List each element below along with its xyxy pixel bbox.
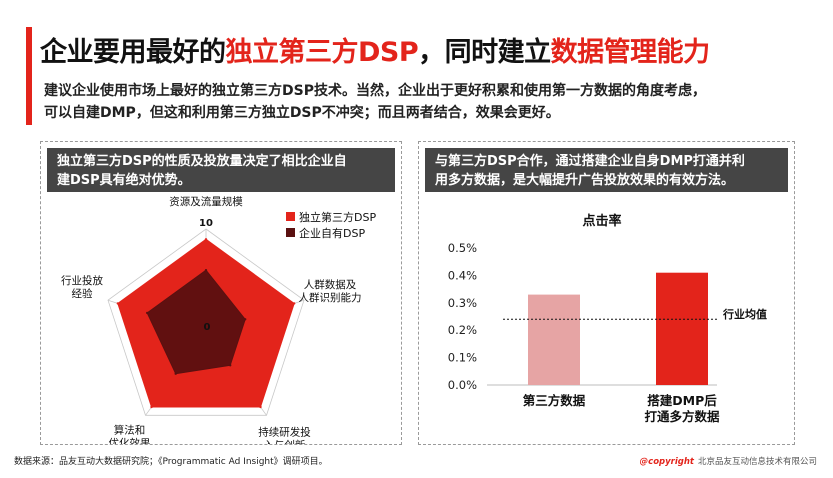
bar-chart: 点击率 0.0% 0.1% 0.2% 0.3% 0.4% 0.5% 第三方数据 搭建DMP后打通… xyxy=(448,213,767,424)
bar-chart-title: 点击率 xyxy=(582,213,621,229)
radar-heading-line-2: 建DSP具有绝对优势。 xyxy=(57,173,191,188)
radar-series-vertex xyxy=(204,269,208,272)
bar-y-tick-label: 0.3% xyxy=(448,296,477,310)
bar-y-tick-label: 0.1% xyxy=(448,351,477,365)
radar-axis-label: 人群识别能力 xyxy=(299,291,362,304)
radar-axis-label: 经验 xyxy=(72,287,93,300)
bar-y-tick-label: 0.5% xyxy=(448,241,477,255)
radar-scale-max-label: 10 xyxy=(199,218,213,229)
radar-scale-min-label: 0 xyxy=(204,322,211,333)
title-part-4: 数据管理能力 xyxy=(550,37,711,68)
bar-y-tick-label: 0.4% xyxy=(448,268,477,282)
radar-legend-label: 企业自有DSP xyxy=(299,226,365,240)
bar-heading-line-2: 用多方数据，是大幅提升广告投放效果的有效方法。 xyxy=(435,173,735,188)
subtitle-line-1: 建议企业使用市场上最好的独立第三方DSP技术。当然，企业出于更好积累和使用第一方… xyxy=(44,83,706,99)
subtitle-line-2: 可以自建DMP，但这和利用第三方独立DSP不冲突；而且两者结合，效果会更好。 xyxy=(44,105,560,121)
radar-heading-line-1: 独立第三方DSP的性质及投放量决定了相比企业自 xyxy=(57,154,347,169)
bar-mark xyxy=(528,294,580,385)
radar-series-vertex xyxy=(293,302,296,305)
bar-y-tick-label: 0.2% xyxy=(448,323,477,337)
radar-series-vertex xyxy=(204,238,208,241)
page-title: 企业要用最好的独立第三方DSP，同时建立数据管理能力 xyxy=(40,30,710,69)
radar-axis-label: 资源及流量规模 xyxy=(169,195,243,208)
copyright-text: 北京品友互动信息技术有限公司 xyxy=(697,457,817,467)
radar-axis-label: 人群数据及 xyxy=(304,278,357,291)
bar-mark xyxy=(656,272,708,385)
radar-series-area xyxy=(146,269,246,375)
bar-reference-label: 行业均值 xyxy=(722,307,767,321)
title-accent-bar xyxy=(26,27,32,125)
radar-series-vertex xyxy=(174,372,177,375)
copyright-mark: @copyright xyxy=(639,457,694,467)
bar-category-label: 搭建DMP后 xyxy=(647,393,717,408)
radar-series-vertex xyxy=(150,405,153,409)
radar-axis-label: 行业投放 xyxy=(61,274,103,287)
bar-y-tick-label: 0.0% xyxy=(448,378,477,392)
radar-series-vertex xyxy=(244,318,247,321)
radar-axis-label: 入与创新 xyxy=(264,438,306,444)
title-part-1: 企业要用最好的 xyxy=(40,37,226,68)
bar-category-label: 打通多方数据 xyxy=(644,409,720,424)
title-part-3: ，同时建立 xyxy=(418,37,551,68)
radar-axis-label: 优化效果 xyxy=(109,436,151,444)
bar-panel: 与第三方DSP合作，通过搭建企业自身DMP打通并利 用多方数据，是大幅提升广告投… xyxy=(418,141,795,445)
radar-series-vertex xyxy=(229,364,232,367)
data-source-note: 数据来源：品友互动大数据研究院；《Programmatic Ad Insight… xyxy=(14,457,328,467)
radar-grid-ring xyxy=(107,228,305,416)
bar-heading-line-1: 与第三方DSP合作，通过搭建企业自身DMP打通并利 xyxy=(435,154,745,169)
radar-legend-swatch xyxy=(286,228,295,237)
radar-axis-label: 持续研发投 xyxy=(258,425,311,438)
radar-panel-heading: 独立第三方DSP的性质及投放量决定了相比企业自 建DSP具有绝对优势。 xyxy=(47,148,395,192)
radar-legend-label: 独立第三方DSP xyxy=(299,210,376,224)
radar-series-vertex xyxy=(146,311,149,315)
bar-panel-heading: 与第三方DSP合作，通过搭建企业自身DMP打通并利 用多方数据，是大幅提升广告投… xyxy=(425,148,788,192)
page-subtitle: 建议企业使用市场上最好的独立第三方DSP技术。当然，企业出于更好积累和使用第一方… xyxy=(44,80,814,124)
radar-series-vertex xyxy=(259,405,262,409)
radar-axis-label: 算法和 xyxy=(114,423,146,436)
title-part-2: 独立第三方DSP xyxy=(225,37,419,68)
copyright-note: @copyright 北京品友互动信息技术有限公司 xyxy=(640,455,817,467)
radar-panel: 独立第三方DSP的性质及投放量决定了相比企业自 建DSP具有绝对优势。 10 0 资… xyxy=(40,141,402,445)
radar-legend-swatch xyxy=(286,212,295,221)
bar-category-label: 第三方数据 xyxy=(523,393,586,408)
radar-series-vertex xyxy=(116,302,120,305)
